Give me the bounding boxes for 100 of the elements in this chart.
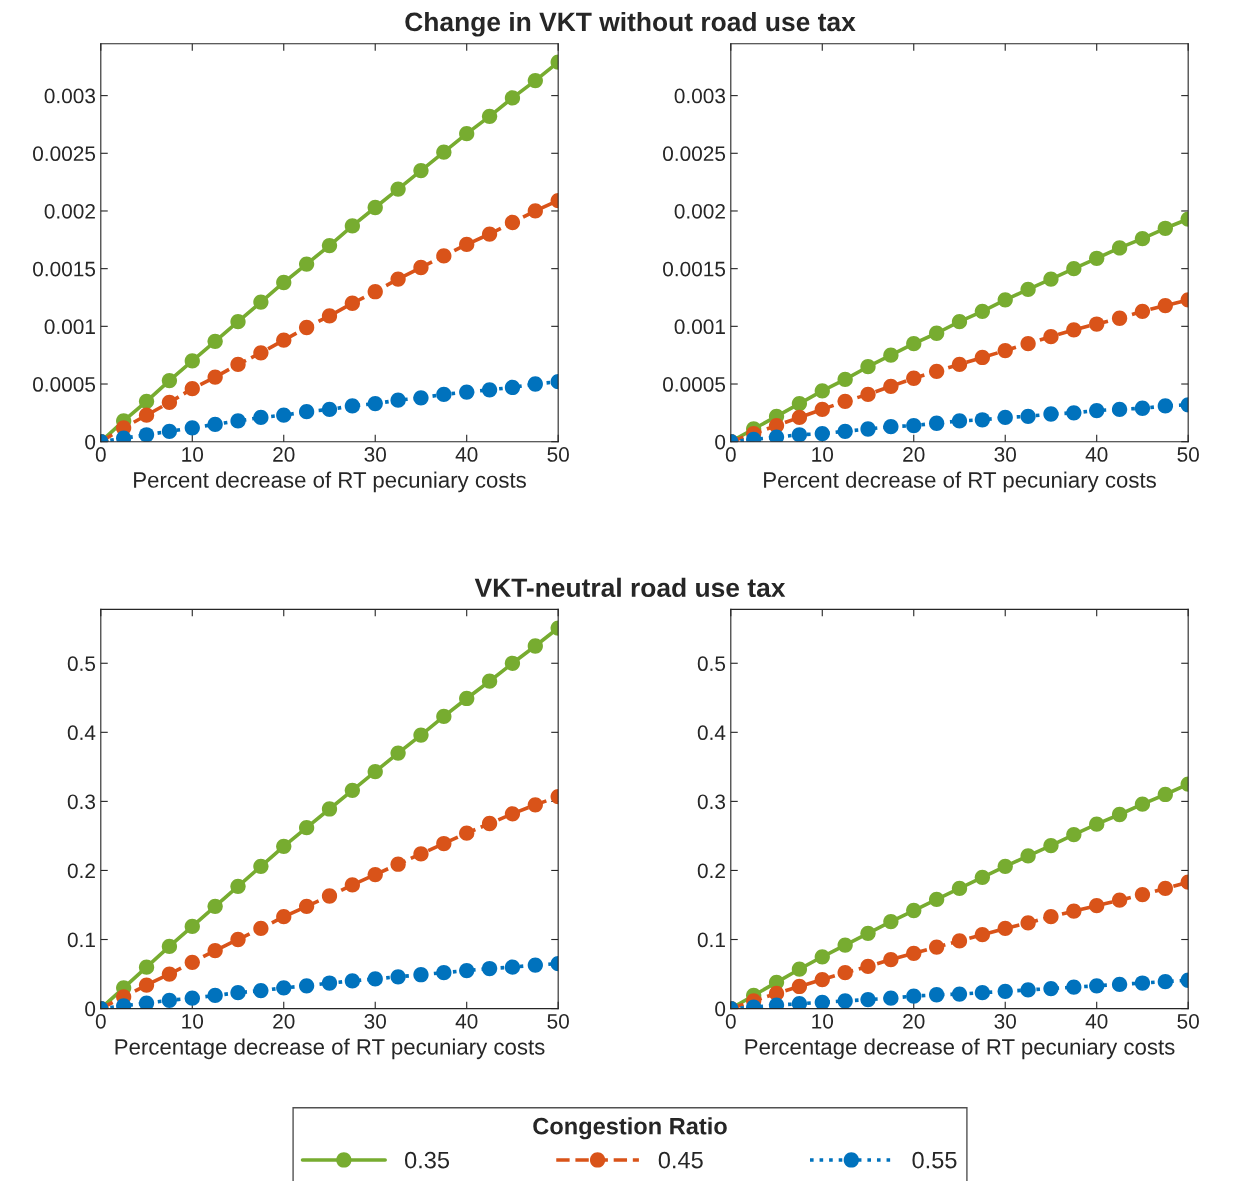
- point: [344, 398, 360, 414]
- x-tick-label: 10: [812, 1013, 834, 1029]
- point: [928, 939, 945, 955]
- point: [504, 214, 521, 231]
- point: [1089, 250, 1105, 266]
- point: [161, 966, 178, 982]
- point: [1111, 806, 1128, 823]
- point: [1134, 886, 1151, 903]
- y-tick-label: 0.002: [674, 203, 725, 219]
- point: [207, 333, 223, 349]
- point: [883, 419, 899, 435]
- point: [974, 303, 990, 319]
- y-tick-label: 0.0005: [33, 377, 96, 392]
- point: [997, 292, 1013, 308]
- point: [413, 727, 429, 743]
- point: [906, 336, 922, 352]
- point: [1111, 310, 1128, 326]
- point: [367, 764, 383, 780]
- point: [860, 386, 876, 403]
- point: [1111, 892, 1128, 908]
- point: [230, 356, 246, 373]
- point: [184, 353, 200, 369]
- point: [504, 379, 521, 396]
- y-tick-label: 0.5: [697, 656, 726, 672]
- y-tick-label: 0.0005: [663, 377, 726, 392]
- y-tick-label: 0.003: [674, 88, 726, 104]
- x-tick-label: 10: [812, 447, 834, 462]
- point: [1043, 271, 1059, 287]
- point: [883, 951, 899, 968]
- point: [527, 203, 543, 219]
- point: [837, 393, 853, 409]
- point: [276, 274, 292, 291]
- x-tick-label: 20: [903, 1013, 925, 1029]
- point: [1066, 261, 1082, 277]
- point: [298, 256, 315, 272]
- point: [1066, 322, 1082, 338]
- point: [390, 856, 406, 872]
- point: [1157, 786, 1173, 803]
- point: [276, 838, 292, 854]
- point: [1020, 848, 1036, 864]
- point: [1020, 982, 1036, 998]
- y-tick-label: 0.4: [697, 725, 726, 741]
- point: [184, 380, 200, 397]
- point: [1043, 909, 1059, 925]
- point: [344, 973, 360, 989]
- legend-label: 0.55: [912, 1151, 957, 1169]
- point: [253, 409, 269, 426]
- point: [951, 413, 968, 429]
- point: [481, 108, 498, 125]
- point: [1020, 336, 1036, 352]
- x-tick-label: 0: [95, 447, 106, 462]
- point: [1066, 405, 1082, 421]
- point: [974, 349, 990, 366]
- point: [207, 369, 223, 385]
- x-tick-label: 10: [182, 1013, 204, 1029]
- y-tick-label: 0.0025: [33, 146, 96, 162]
- point: [298, 404, 315, 420]
- x-axis-title: Percentage decrease of RT pecuniary costs: [745, 1038, 1175, 1060]
- point: [837, 965, 853, 981]
- x-axis-title: Percentage decrease of RT pecuniary costs: [115, 1038, 545, 1060]
- point: [481, 673, 498, 689]
- x-tick-label: 20: [273, 1013, 295, 1029]
- point: [1089, 816, 1105, 832]
- point: [951, 880, 968, 897]
- point: [230, 878, 246, 894]
- point: [883, 378, 899, 394]
- x-tick-label: 40: [455, 1013, 478, 1029]
- point: [791, 395, 808, 412]
- point: [436, 386, 452, 403]
- point: [1089, 978, 1105, 994]
- point: [367, 866, 383, 883]
- x-tick-label: 40: [1085, 1013, 1108, 1029]
- y-tick-label: 0.4: [67, 725, 96, 741]
- y-tick-label: 0.3: [697, 794, 726, 810]
- point: [481, 960, 498, 977]
- point: [1043, 329, 1059, 345]
- point: [906, 988, 922, 1004]
- point: [276, 980, 292, 996]
- point: [837, 993, 853, 1009]
- point: [436, 835, 452, 852]
- point: [207, 987, 223, 1004]
- point: [1043, 406, 1059, 422]
- point: [390, 969, 406, 985]
- point: [814, 949, 830, 965]
- text: VKT-neutral road use tax: [474, 577, 786, 598]
- point: [230, 985, 246, 1001]
- legend-title: Congestion Ratio: [533, 1117, 727, 1140]
- y-tick-label: 0.2: [67, 863, 95, 879]
- point: [791, 996, 808, 1009]
- point: [928, 325, 945, 341]
- point: [161, 992, 178, 1008]
- point: [413, 162, 429, 179]
- x-tick-label: 30: [364, 1013, 386, 1029]
- point: [184, 954, 200, 970]
- point: [1043, 980, 1059, 997]
- point: [791, 409, 808, 426]
- point: [951, 314, 968, 330]
- point: [1089, 316, 1105, 332]
- point: [138, 427, 155, 442]
- point: [253, 345, 269, 361]
